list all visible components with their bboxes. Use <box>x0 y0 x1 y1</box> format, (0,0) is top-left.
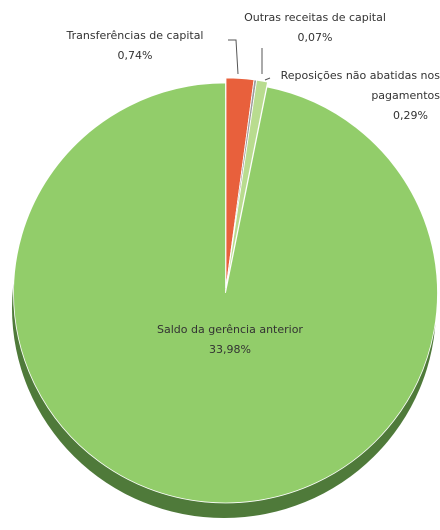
slice-label: Reposições não abatidas nos pagamentos 0… <box>270 66 440 126</box>
slice-label: Transferências de capital 0,74% <box>40 26 230 66</box>
pie-slice <box>225 79 268 289</box>
slice-label: Outras receitas de capital 0,07% <box>220 8 410 48</box>
value-label: 0,74% <box>117 49 153 62</box>
value-label: 0,29% <box>393 109 428 122</box>
leader-line <box>228 39 239 75</box>
leader-line <box>264 77 271 81</box>
slice-label: Saldo da gerência anterior 33,98% <box>110 320 350 360</box>
category-label: Transferências de capital <box>66 29 204 42</box>
category-label: Reposições não abatidas nos pagamentos <box>280 69 440 102</box>
category-label: Outras receitas de capital <box>244 11 386 24</box>
pie-slice <box>13 82 438 504</box>
value-label: 0,07% <box>297 31 333 44</box>
category-label: Saldo da gerência anterior <box>157 323 303 336</box>
value-label: 33,98% <box>209 343 251 356</box>
